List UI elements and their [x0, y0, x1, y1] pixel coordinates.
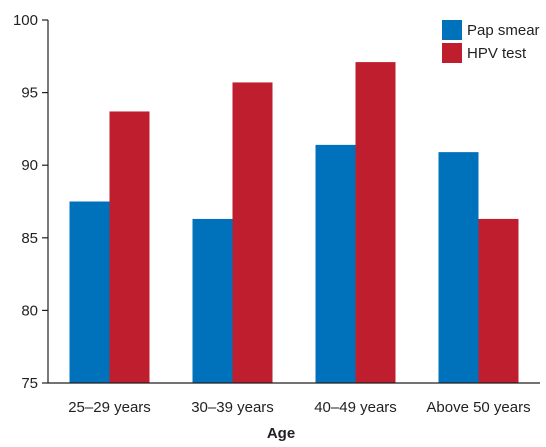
y-tick-label: 85: [21, 230, 38, 247]
y-tick-label: 80: [21, 302, 38, 319]
x-axis-title: Age: [267, 425, 295, 442]
y-ticks-layer: 75 80 85 90 95 100: [13, 12, 48, 392]
legend-swatch: [442, 20, 462, 40]
x-tick-label: 30–39 years: [191, 399, 274, 416]
legend-label: Pap smear: [467, 22, 540, 39]
x-tick-label: 25–29 years: [68, 399, 151, 416]
bar-hpv-test: [109, 111, 150, 383]
y-tick-label: 75: [21, 375, 38, 392]
y-tick-label: 90: [21, 157, 38, 174]
bar-pap-smear: [192, 218, 233, 383]
x-tick-label: 40–49 years: [314, 399, 397, 416]
bar-hpv-test: [232, 82, 273, 383]
y-tick-label: 95: [21, 85, 38, 102]
bar-pap-smear: [315, 144, 356, 383]
bar-pap-smear: [438, 152, 479, 383]
bar-pap-smear: [69, 201, 110, 383]
bar-hpv-test: [478, 218, 519, 383]
legend-label: HPV test: [467, 45, 527, 62]
legend-swatch: [442, 43, 462, 63]
x-labels-layer: 25–29 years 30–39 years 40–49 years Above 5…: [68, 399, 530, 416]
y-tick-label: 100: [13, 12, 38, 29]
x-tick-label: Above 50 years: [426, 399, 530, 416]
bars-layer: [69, 62, 519, 383]
bar-hpv-test: [355, 62, 396, 383]
legend: Pap smear HPV test: [442, 20, 540, 63]
